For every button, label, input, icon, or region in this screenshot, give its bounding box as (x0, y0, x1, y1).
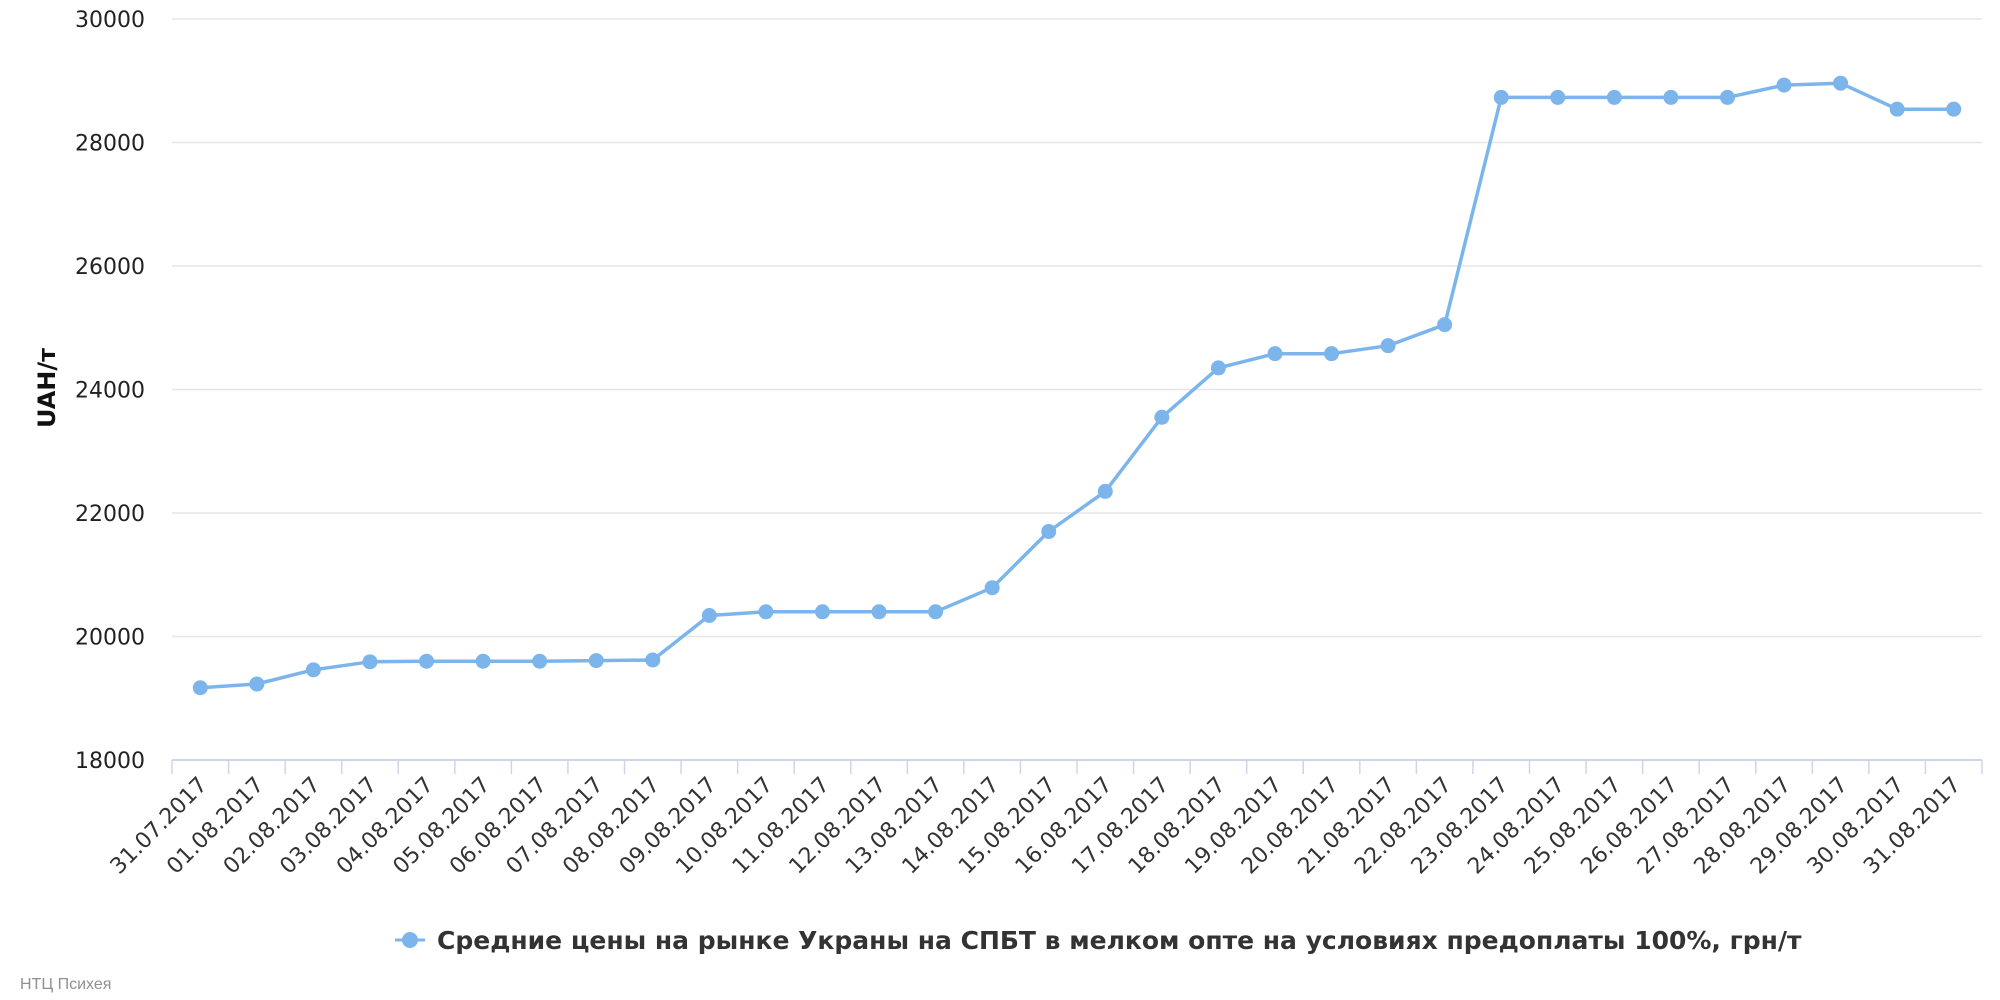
data-point[interactable] (1889, 101, 1905, 117)
data-point[interactable] (1154, 409, 1170, 425)
y-axis-tick-labels: 18000 20000 22000 24000 26000 28000 30000 (75, 8, 145, 774)
y-tick-label: 30000 (75, 8, 145, 33)
series-line[interactable] (198, 81, 1956, 690)
grid-lines (172, 18, 1982, 761)
data-point[interactable] (588, 653, 604, 669)
legend-label: Средние цены на рынке Украны на СПБТ в м… (437, 926, 1802, 955)
data-point[interactable] (419, 653, 435, 669)
data-point[interactable] (1380, 338, 1396, 354)
data-point[interactable] (1663, 89, 1679, 105)
data-point[interactable] (1493, 89, 1509, 105)
y-tick-label: 22000 (75, 502, 145, 527)
data-point[interactable] (1041, 524, 1057, 540)
x-tick-label: 31.07.2017 (106, 773, 213, 880)
data-point[interactable] (1267, 346, 1283, 362)
data-point[interactable] (362, 654, 378, 670)
data-point[interactable] (1437, 317, 1453, 333)
data-point[interactable] (1606, 89, 1622, 105)
data-point[interactable] (305, 662, 321, 678)
credits-text[interactable]: НТЦ Психея (20, 976, 112, 993)
x-axis-tick-labels: 31.07.201701.08.201702.08.201703.08.2017… (106, 773, 1966, 880)
y-axis-title: UAH/т (33, 348, 61, 428)
data-point[interactable] (814, 604, 830, 620)
data-point[interactable] (928, 604, 944, 620)
data-point[interactable] (984, 580, 1000, 596)
data-point[interactable] (1833, 75, 1849, 91)
series-layer (192, 75, 1962, 696)
data-point[interactable] (1946, 101, 1962, 117)
y-tick-label: 26000 (75, 255, 145, 280)
data-point[interactable] (1550, 89, 1566, 105)
data-point[interactable] (475, 653, 491, 669)
y-tick-label: 20000 (75, 626, 145, 651)
data-point[interactable] (1210, 360, 1226, 376)
data-point[interactable] (645, 652, 661, 668)
data-point[interactable] (871, 604, 887, 620)
x-axis (171, 759, 1983, 774)
legend-item[interactable]: Средние цены на рынке Украны на СПБТ в м… (395, 926, 1802, 955)
legend-marker-icon (402, 932, 418, 948)
data-point[interactable] (249, 676, 265, 692)
data-point[interactable] (1776, 77, 1792, 93)
data-point[interactable] (532, 653, 548, 669)
data-point[interactable] (1719, 89, 1735, 105)
data-point[interactable] (758, 604, 774, 620)
y-tick-label: 18000 (75, 749, 145, 774)
data-point[interactable] (1097, 483, 1113, 499)
data-point[interactable] (701, 608, 717, 624)
data-point[interactable] (192, 680, 208, 696)
y-tick-label: 24000 (75, 379, 145, 404)
data-point[interactable] (1324, 346, 1340, 362)
y-tick-label: 28000 (75, 132, 145, 157)
